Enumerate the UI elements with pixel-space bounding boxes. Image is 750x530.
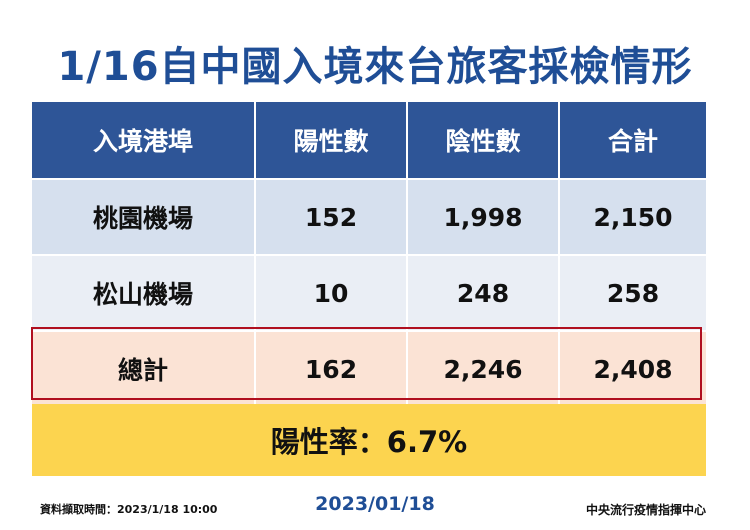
row-total-positive: 162	[256, 332, 406, 406]
header-positive: 陽性數	[256, 102, 406, 178]
row-songshan-total: 258	[560, 256, 706, 330]
row-taoyuan-port: 桃園機場	[32, 180, 254, 254]
screening-table: 入境港埠 陽性數 陰性數 合計 桃園機場 152 1,998 2,150 松山機…	[32, 102, 706, 406]
row-songshan-negative: 248	[408, 256, 558, 330]
row-taoyuan-negative: 1,998	[408, 180, 558, 254]
row-total-negative: 2,246	[408, 332, 558, 406]
row-taoyuan-total: 2,150	[560, 180, 706, 254]
row-songshan-positive: 10	[256, 256, 406, 330]
positivity-rate-banner: 陽性率：6.7%	[32, 404, 706, 476]
header-port: 入境港埠	[32, 102, 254, 178]
row-songshan-port: 松山機場	[32, 256, 254, 330]
data-time-note: 資料擷取時間：2023/1/18 10:00	[40, 503, 218, 516]
agency-name: 中央流行疫情指揮中心	[585, 503, 706, 517]
header-total: 合計	[560, 102, 706, 178]
report-date: 2023/01/18	[315, 493, 435, 515]
row-taoyuan-positive: 152	[256, 180, 406, 254]
header-negative: 陰性數	[408, 102, 558, 178]
row-total-label: 總計	[32, 332, 254, 406]
page-title: 1/16自中國入境來台旅客採檢情形	[57, 44, 693, 90]
row-total-sum: 2,408	[560, 332, 706, 406]
